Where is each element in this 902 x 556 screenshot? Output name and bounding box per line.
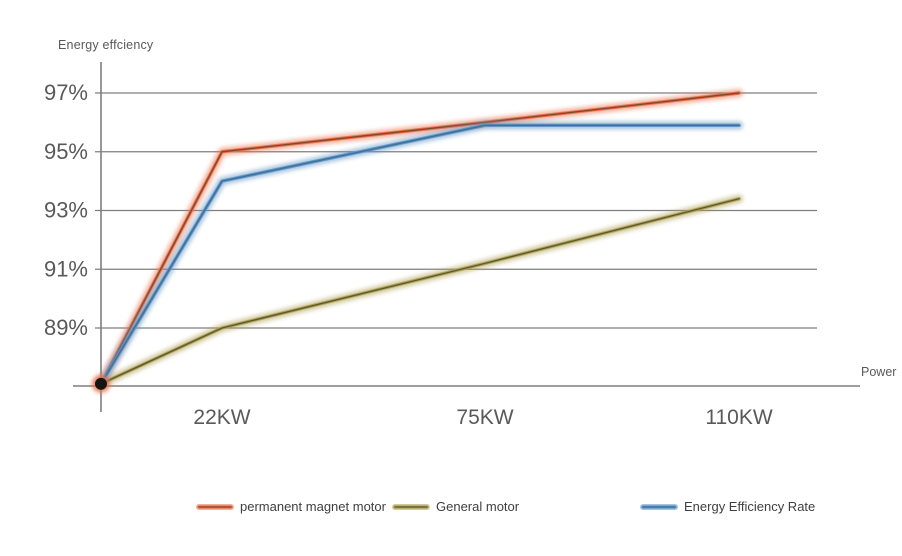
origin-marker	[95, 377, 107, 390]
y-tick-label: 95%	[44, 139, 88, 164]
series-line-glow	[97, 121, 743, 388]
y-tick-label: 89%	[44, 315, 88, 340]
series-line-core	[100, 124, 740, 385]
x-axis-title: Power	[861, 365, 897, 379]
x-tick-label: 75KW	[456, 406, 513, 429]
y-tick-label: 91%	[44, 256, 88, 281]
x-tick-label: 110KW	[705, 406, 772, 429]
series-line-core	[100, 198, 740, 385]
series-line-core	[100, 92, 740, 385]
y-tick-label: 97%	[44, 80, 88, 105]
x-tick-label: 22KW	[193, 406, 250, 429]
y-tick-label: 93%	[44, 198, 88, 223]
series-line	[99, 123, 741, 386]
y-axis-title: Energy effciency	[58, 38, 154, 52]
